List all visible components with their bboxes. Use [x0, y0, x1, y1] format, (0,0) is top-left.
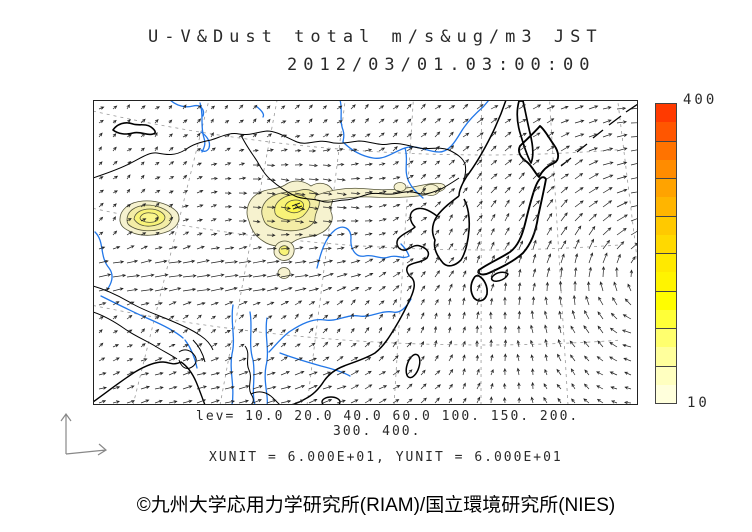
chart-title: U-V&Dust total m/s&ug/m3 JST — [148, 27, 603, 47]
colorbar — [655, 103, 677, 404]
contour-levels-line-2: 300. 400. — [333, 424, 422, 439]
colorbar-max-label: 400 — [683, 92, 718, 108]
wind-vectors-layer — [98, 103, 644, 405]
dust-contours-layer — [119, 180, 446, 279]
contour-levels-line-1: lev= 10.0 20.0 40.0 60.0 100. 150. 200. — [196, 409, 580, 424]
coastlines-layer — [92, 99, 639, 408]
map-frame — [93, 100, 638, 405]
axis-orientation-icon — [60, 412, 108, 456]
map-plot — [92, 99, 656, 408]
graticule-layer — [92, 99, 656, 406]
country-borders-layer — [92, 130, 467, 406]
dust-map-canvas — [92, 99, 656, 408]
copyright-caption: ©九州大学応用力学研究所(RIAM)/国立環境研究所(NIES) — [136, 495, 616, 516]
chart-timestamp: 2012/03/01.03:00:00 — [287, 55, 596, 75]
units-label: XUNIT = 6.000E+01, YUNIT = 6.000E+01 — [209, 450, 563, 465]
colorbar-min-label: 10 — [687, 395, 710, 411]
